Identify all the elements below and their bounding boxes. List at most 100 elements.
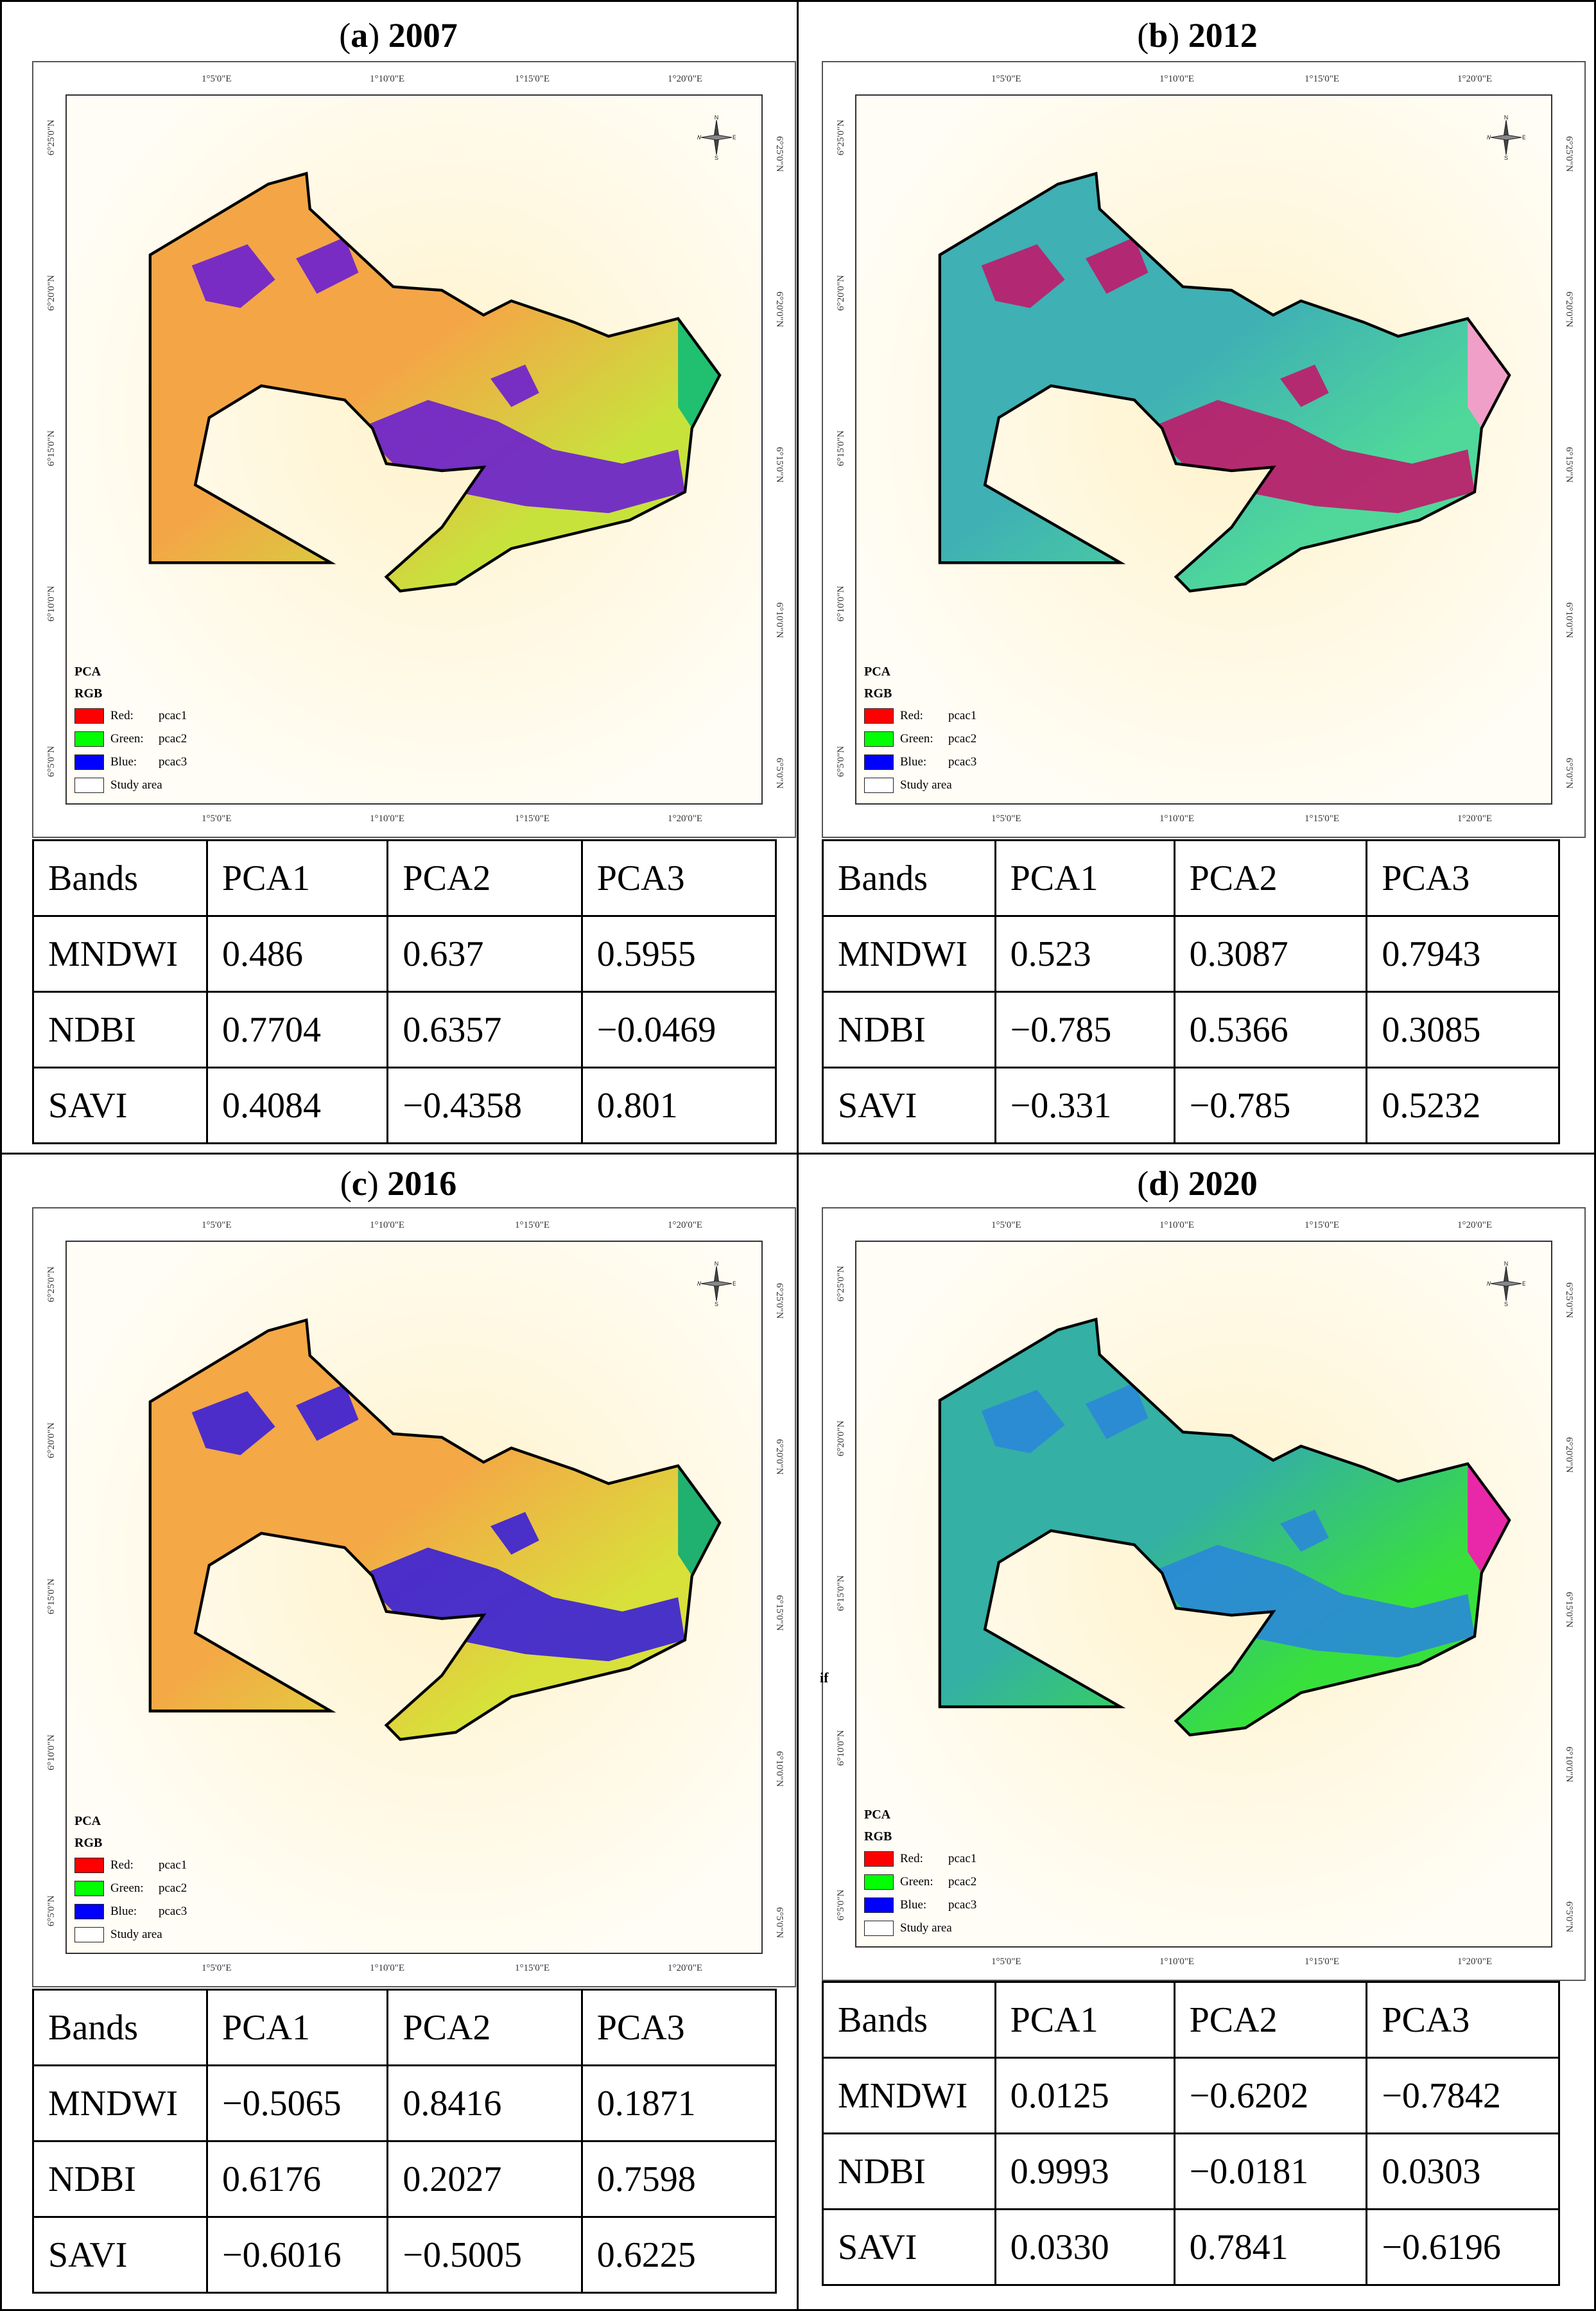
table-header-cell: PCA2 [1173,1981,1368,2059]
legend-swatch-red [74,1858,104,1873]
tick-label-right: 6°25'0"N [1564,136,1574,172]
study-area-boundary [938,171,1511,593]
tick-label-bottom: 1°10'0"E [1159,814,1194,824]
legend-label: Blue: [110,755,137,769]
tick-label-top: 1°20'0"E [1457,74,1492,84]
tick-label-left: 6°25'0"N [46,119,56,155]
table-header-cell: Bands [822,839,996,917]
panel-title: (c) 2016 [340,1164,457,1203]
tick-label-right: 6°20'0"N [774,1439,785,1475]
table-value-cell: −0.5005 [386,2216,583,2294]
tick-label-left: 6°20'0"N [836,1420,846,1456]
legend-value: pcac2 [948,1875,977,1888]
water-zone [191,1391,275,1456]
water-zone [490,1512,539,1555]
table-row: SAVI 0.4084 −0.4358 0.801 [32,1067,777,1144]
tick-label-bottom: 1°10'0"E [370,814,404,824]
south-label: S [1504,1301,1508,1306]
table-value-cell: 0.7943 [1366,915,1560,993]
legend-label: Red: [900,1852,923,1865]
legend-value: pcac3 [159,1905,187,1918]
legend-item-red: Red: pcac1 [864,1847,976,1871]
legend-item-green: Green: pcac2 [864,1871,976,1894]
pca-loadings-table: Bands PCA1 PCA2 PCA3 MNDWI 0.486 0.637 0.5955 ND… [32,839,777,1144]
tick-label-right: 6°10'0"N [774,602,785,638]
tick-label-right: 6°25'0"N [774,1283,785,1319]
table-header-cell: PCA1 [205,1989,389,2066]
tick-label-bottom: 1°20'0"E [668,1963,702,1973]
tick-label-left: 6°20'0"N [836,275,846,311]
legend-swatch-blue [864,1897,894,1913]
table-value-cell: 0.3085 [1366,991,1560,1068]
water-zone [1086,1382,1149,1440]
north-label: N [715,1261,719,1267]
tick-label-left: 6°15'0"N [836,1575,846,1611]
east-label: E [1522,134,1525,141]
legend-value: pcac1 [159,709,187,722]
map-legend: PCA RGB Red: pcac1 Green: pcac2 Blue: pcac3… [864,661,976,797]
north-label: N [715,115,719,121]
tick-label-left: 6°15'0"N [46,1578,56,1614]
table-header-cell: PCA3 [1366,1981,1560,2059]
tick-label-left: 6°10'0"N [46,1734,56,1770]
tick-label-bottom: 1°15'0"E [1305,814,1339,824]
south-label: S [1504,155,1508,160]
legend-swatch-blue [864,754,894,770]
table-value-cell: −0.785 [1173,1067,1368,1144]
tick-label-top: 1°5'0"E [991,74,1021,84]
tick-label-left: 6°5'0"N [46,1895,56,1926]
water-zone [191,244,275,308]
map-svg [856,96,1551,803]
table-row: NDBI −0.785 0.5366 0.3085 [822,991,1560,1068]
table-band-cell: NDBI [822,2132,996,2210]
legend-swatch-blue [74,1904,104,1919]
tick-label-top: 1°15'0"E [515,1220,550,1230]
table-value-cell: −0.4358 [386,1067,583,1144]
tick-label-right: 6°5'0"N [1564,1901,1574,1933]
table-band-cell: MNDWI [32,2064,208,2142]
tick-label-right: 6°25'0"N [774,136,785,172]
legend-item-blue: Blue: pcac3 [74,1900,187,1923]
legend-title-rgb: RGB [864,686,892,701]
table-band-cell: MNDWI [822,915,996,993]
table-band-cell: SAVI [822,2208,996,2286]
table-value-cell: 0.5955 [580,915,777,993]
tick-label-left: 6°10'0"N [46,586,56,622]
table-band-cell: SAVI [822,1067,996,1144]
pca-loadings-table: Bands PCA1 PCA2 PCA3 MNDWI 0.0125 −0.6202 −0.78… [822,1981,1560,2286]
tick-label-right: 6°15'0"N [1564,1592,1574,1628]
table-value-cell: 0.2027 [386,2140,583,2218]
table-header-cell: Bands [822,1981,996,2059]
map-svg [67,1242,761,1953]
tick-label-right: 6°10'0"N [774,1751,785,1787]
table-value-cell: 0.7841 [1173,2208,1368,2286]
tick-label-bottom: 1°20'0"E [1457,1957,1492,1967]
table-value-cell: −0.0469 [580,991,777,1068]
water-zone [490,364,539,407]
table-band-cell: MNDWI [32,915,208,993]
panel-title: (b) 2012 [1137,16,1258,55]
table-header-cell: PCA2 [1173,839,1368,917]
table-value-cell: 0.8416 [386,2064,583,2142]
legend-label: Study area [900,1921,952,1935]
legend-swatch-red [864,1851,894,1867]
panel-year: 2016 [387,1164,457,1203]
tick-label-left: 6°25'0"N [46,1266,56,1302]
map-canvas: N S E W PCA RGB Red: pcac1 Green: pcac2 Bl… [65,94,763,805]
tick-label-top: 1°10'0"E [1159,74,1194,84]
legend-swatch-study-area [864,1921,894,1936]
tick-label-top: 1°15'0"E [515,74,550,84]
study-area [938,171,1511,593]
tick-label-right: 6°15'0"N [774,1595,785,1631]
tick-label-left: 6°5'0"N [46,746,56,777]
stray-label: if [820,1670,829,1686]
panel-title: (a) 2007 [339,16,458,55]
table-value-cell: 0.801 [580,1067,777,1144]
legend-label: Green: [900,732,933,746]
east-label: E [733,134,736,141]
legend-swatch-study-area [74,1927,104,1942]
tick-label-left: 6°5'0"N [836,746,846,777]
tick-label-top: 1°10'0"E [370,74,404,84]
table-row: NDBI 0.9993 −0.0181 0.0303 [822,2132,1560,2210]
table-row: MNDWI −0.5065 0.8416 0.1871 [32,2064,777,2142]
